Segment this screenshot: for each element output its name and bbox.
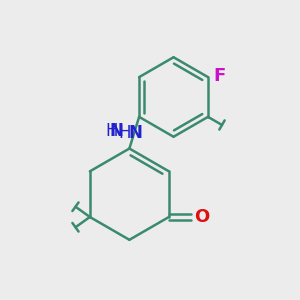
Text: N: N: [110, 122, 124, 140]
Text: H: H: [105, 122, 118, 140]
Text: N: N: [128, 124, 142, 142]
Text: O: O: [194, 208, 210, 226]
Text: H: H: [118, 124, 130, 142]
Text: F: F: [213, 67, 226, 85]
